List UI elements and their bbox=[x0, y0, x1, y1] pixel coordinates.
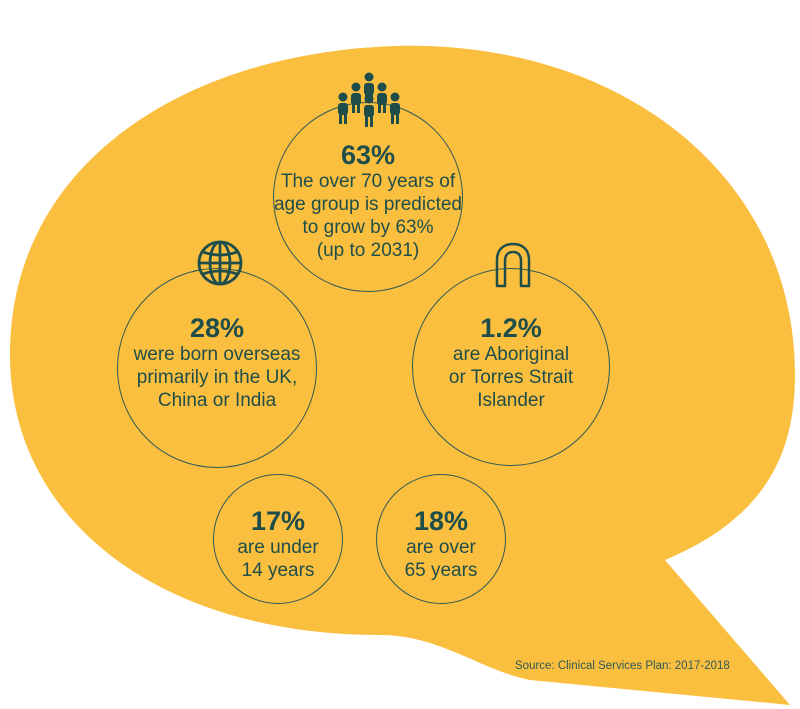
stat-text-aboriginal: 1.2% are Aboriginal or Torres Strait Isl… bbox=[412, 313, 610, 412]
stat-circle-overseas bbox=[117, 268, 317, 468]
stat-circle-under14 bbox=[213, 474, 343, 604]
stat-description: are under 14 years bbox=[237, 537, 319, 581]
stat-text-age70: 63% The over 70 years of age group is pr… bbox=[273, 140, 463, 262]
stat-text-over65: 18% are over 65 years bbox=[376, 506, 506, 582]
stat-circle-over65 bbox=[376, 474, 506, 604]
stat-percent: 28% bbox=[189, 313, 245, 343]
stat-text-overseas: 28% were born overseas primarily in the … bbox=[117, 313, 317, 412]
boomerang-icon bbox=[495, 242, 531, 288]
stat-percent: 18% bbox=[413, 506, 469, 536]
stat-description: are Aboriginal or Torres Strait Islander bbox=[448, 344, 574, 411]
speech-bubble-shape bbox=[10, 45, 795, 705]
stat-percent: 1.2% bbox=[480, 313, 542, 343]
stat-percent: 17% bbox=[250, 506, 306, 536]
stat-circle-aboriginal bbox=[412, 268, 610, 466]
stat-description: The over 70 years of age group is predic… bbox=[273, 171, 462, 261]
globe-icon bbox=[197, 240, 243, 286]
stat-text-under14: 17% are under 14 years bbox=[213, 506, 343, 582]
source-note: Source: Clinical Services Plan: 2017-201… bbox=[515, 660, 730, 672]
stat-description: are over 65 years bbox=[404, 537, 478, 581]
stat-description: were born overseas primarily in the UK, … bbox=[133, 344, 301, 411]
stat-percent: 63% bbox=[340, 140, 396, 170]
people-group-icon bbox=[338, 72, 400, 127]
